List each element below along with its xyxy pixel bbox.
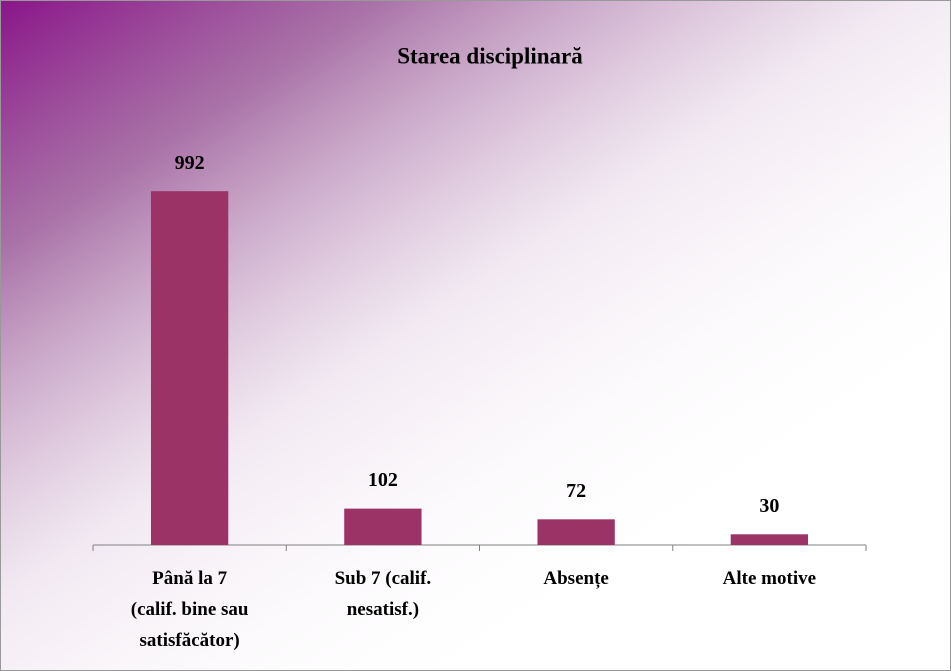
x-tick-label: Alte motive: [723, 568, 816, 589]
bar: [150, 191, 229, 546]
data-label: 992: [175, 152, 205, 174]
bar: [730, 534, 809, 545]
data-label: 30: [759, 495, 779, 517]
x-tick-label: Absențe: [543, 568, 608, 589]
bar: [344, 508, 422, 545]
data-label: 102: [368, 469, 398, 491]
bar: [537, 519, 615, 545]
x-tick-label: Sub 7 (calif. nesatisf.): [335, 568, 432, 620]
chart-title: Starea disciplinară: [397, 43, 583, 68]
x-tick-label: Până la 7 (calif. bine sau satisfăcător): [131, 568, 249, 651]
data-label: 72: [566, 480, 586, 502]
